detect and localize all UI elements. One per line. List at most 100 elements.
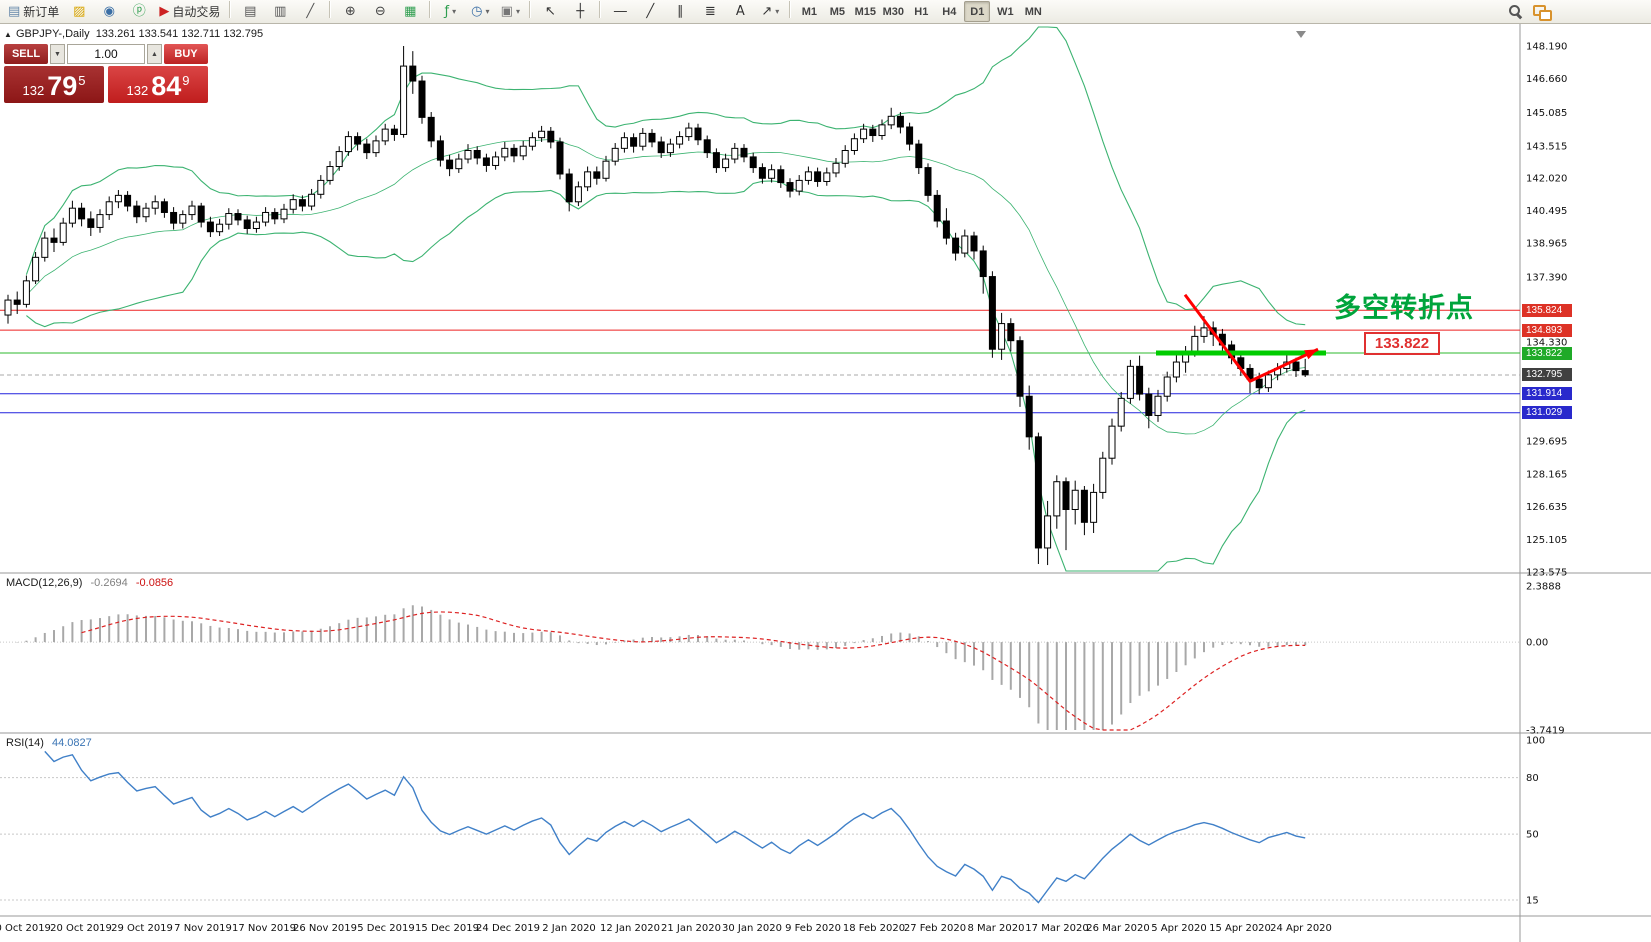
svg-text:27 Feb 2020: 27 Feb 2020 — [904, 923, 966, 934]
dropdown-arrow-icon: ▾ — [452, 7, 457, 16]
templates-button[interactable]: ▣ ▾ — [496, 1, 524, 23]
hline-button[interactable]: ― — [606, 1, 634, 23]
chart-shift-marker[interactable] — [1296, 31, 1306, 38]
svg-text:17 Mar 2020: 17 Mar 2020 — [1025, 923, 1088, 934]
candle-body — [216, 223, 224, 233]
search-icon[interactable] — [1508, 4, 1523, 19]
new-order-button[interactable]: ▤ 新订单 — [4, 1, 63, 23]
line-chart-button[interactable]: ╱ — [296, 1, 324, 23]
candles-chart-icon: ▥ — [274, 4, 287, 19]
publisher-icon-icon: ⓟ — [132, 4, 146, 19]
svg-text:123.575: 123.575 — [1526, 568, 1567, 579]
arrows-button[interactable]: ↗ ▾ — [756, 1, 784, 23]
timeframe-m1-button[interactable]: M1 — [801, 5, 817, 18]
arrows-icon: ↗ — [761, 4, 773, 19]
candle-body — [979, 250, 987, 278]
candle-body — [924, 167, 932, 196]
macd-indicator: 2.3888 0.00 -3.7419 — [0, 582, 1565, 737]
svg-text:5 Dec 2019: 5 Dec 2019 — [357, 923, 415, 934]
volume-decrease-button[interactable]: ▼ — [50, 44, 65, 64]
candle-body — [795, 179, 803, 192]
candle-body — [1071, 489, 1079, 510]
price-level-tag[interactable]: 133.822 — [1364, 332, 1440, 355]
candle-body — [942, 220, 950, 239]
candle-body — [335, 151, 343, 168]
timeframe-d1-button[interactable]: D1 — [964, 1, 991, 22]
timeframe-m5-button[interactable]: M5 — [829, 5, 845, 18]
candle-body — [915, 143, 923, 169]
publisher-icon-button[interactable]: ⓟ — [125, 1, 153, 23]
trendline-button[interactable]: ╱ — [636, 1, 664, 23]
one-click-collapse-toggle[interactable]: ▲ — [4, 30, 12, 39]
candle-body — [1053, 481, 1061, 517]
candle-body — [1108, 425, 1116, 459]
candle-body — [740, 147, 748, 158]
community-chat-icon[interactable] — [1533, 4, 1552, 21]
buy-price-button[interactable]: 132 84 9 — [108, 66, 208, 103]
svg-text:142.020: 142.020 — [1526, 173, 1567, 184]
bars-chart-button[interactable]: ▤ — [236, 1, 264, 23]
candle-body — [32, 256, 40, 282]
buy-button[interactable]: BUY — [164, 44, 208, 64]
candle-body — [390, 128, 398, 135]
candle-body — [381, 128, 389, 142]
candlestick-series — [4, 46, 1309, 566]
candle-body — [363, 143, 371, 154]
candle-body — [151, 201, 159, 209]
zoom-in-button[interactable]: ⊕ — [336, 1, 364, 23]
candle-body — [823, 172, 831, 182]
candle-body — [722, 158, 730, 169]
price-tag-132.795: 132.795 — [1522, 368, 1572, 382]
svg-text:137.390: 137.390 — [1526, 272, 1567, 283]
templates-icon: ▣ — [500, 4, 513, 19]
candle-body — [78, 207, 86, 220]
timeframe-h4-button[interactable]: H4 — [942, 5, 957, 18]
indicators-button[interactable]: ƒ ▾ — [436, 1, 464, 23]
timeframe-mn-button[interactable]: MN — [1024, 5, 1042, 18]
trendline-icon: ╱ — [646, 4, 655, 19]
auto-trading-button[interactable]: ▶ 自动交易 — [155, 1, 224, 23]
buy-price-prefix: 132 — [126, 83, 149, 98]
svg-text:26 Mar 2020: 26 Mar 2020 — [1086, 923, 1149, 934]
candle-body — [906, 126, 914, 145]
svg-text:26 Nov 2019: 26 Nov 2019 — [293, 923, 357, 934]
profile-icon-button[interactable]: ◉ — [95, 1, 123, 23]
timeframe-m30-button[interactable]: M30 — [882, 5, 905, 18]
candle-body — [584, 171, 592, 188]
periods-button[interactable]: ◷ ▾ — [466, 1, 494, 23]
zigzag-arrow[interactable] — [1183, 293, 1319, 384]
bull-bear-turning-point-annotation[interactable]: 多空转折点 — [1334, 293, 1474, 323]
volume-input[interactable]: 1.00 — [67, 44, 145, 64]
horizontal-line-objects[interactable] — [0, 309, 1520, 414]
zoom-out-button[interactable]: ⊖ — [366, 1, 394, 23]
auto-trading-icon: ▶ — [159, 4, 170, 19]
candle-body — [133, 205, 141, 218]
palette-icon-button[interactable]: ▨ — [65, 1, 93, 23]
timeframe-h1-button[interactable]: H1 — [914, 5, 929, 18]
timeframe-w1-button[interactable]: W1 — [997, 5, 1014, 18]
candle-body — [1099, 457, 1107, 493]
channel-button[interactable]: ∥ — [666, 1, 694, 23]
macd-name: MACD(12,26,9) — [6, 577, 83, 589]
sell-button[interactable]: SELL — [4, 44, 48, 64]
volume-increase-button[interactable]: ▲ — [147, 44, 162, 64]
candle-body — [455, 158, 463, 170]
sell-price-button[interactable]: 132 79 5 — [4, 66, 104, 103]
grid-button[interactable]: ▦ — [396, 1, 424, 23]
timeframe-m15-button[interactable]: M15 — [854, 5, 877, 18]
candle-body — [87, 218, 95, 228]
profile-icon-icon: ◉ — [103, 4, 115, 19]
candle-body — [896, 115, 904, 128]
text-button[interactable]: A — [726, 1, 754, 23]
crosshair-button[interactable]: ┼ — [566, 1, 594, 23]
candles-chart-button[interactable]: ▥ — [266, 1, 294, 23]
candle-body — [142, 207, 150, 218]
cursor-button[interactable]: ↖ — [536, 1, 564, 23]
candle-body — [574, 186, 582, 203]
fibo-button[interactable]: ≣ — [696, 1, 724, 23]
svg-text:12 Jan 2020: 12 Jan 2020 — [600, 923, 660, 934]
sell-price-main: 79 — [47, 71, 78, 101]
candle-body — [731, 147, 739, 160]
